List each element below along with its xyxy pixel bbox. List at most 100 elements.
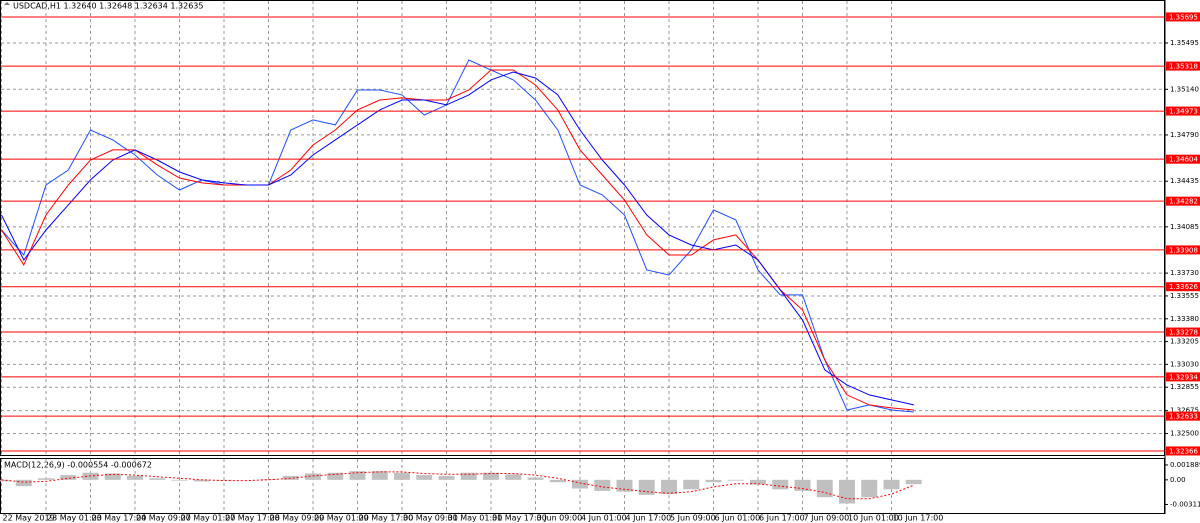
level-label: 1.33626 xyxy=(1169,283,1198,291)
macd-bar xyxy=(127,475,143,480)
macd-bar xyxy=(305,473,321,480)
y-tick-label: 1.33730 xyxy=(1170,269,1199,277)
y-tick-label: 1.33205 xyxy=(1170,338,1199,346)
macd-bar xyxy=(727,479,744,481)
y-tick-label: 1.32675 xyxy=(1170,407,1199,415)
macd-bar xyxy=(371,471,388,480)
x-tick-label: 23 May 17:00 xyxy=(92,514,147,523)
level-badge xyxy=(1166,327,1200,337)
x-tick-label: 6 Jun 01:00 xyxy=(715,514,761,523)
macd-bar xyxy=(661,479,677,495)
level-badge xyxy=(1166,245,1200,255)
x-tick-label: 23 May 01:00 xyxy=(47,514,102,523)
macd-bar xyxy=(171,479,188,481)
macd-bar xyxy=(549,479,566,483)
x-tick-label: 31 May 01:00 xyxy=(448,514,503,523)
macd-bar xyxy=(527,477,544,480)
y-tick-label: 0.00 xyxy=(1170,476,1186,484)
x-tick-label: 5 Jun 09:00 xyxy=(670,514,716,523)
level-label: 1.34604 xyxy=(1169,156,1198,164)
x-tick-label: 4 Jun 17:00 xyxy=(626,514,672,523)
macd-bar xyxy=(394,472,410,480)
y-tick-label: 1.32500 xyxy=(1170,429,1199,437)
macd-bar xyxy=(683,479,700,490)
y-tick-label: 1.33555 xyxy=(1170,292,1199,300)
price-line xyxy=(1,59,914,413)
macd-bar xyxy=(905,479,922,485)
y-tick-label: 1.34085 xyxy=(1170,223,1199,231)
macd-bar xyxy=(883,479,900,490)
x-tick-label: 31 May 17:00 xyxy=(492,514,547,523)
level-label: 1.32934 xyxy=(1169,373,1198,381)
level-label: 1.34282 xyxy=(1169,198,1198,206)
x-tick-label: 7 Jun 09:00 xyxy=(804,514,850,523)
x-tick-label: 29 May 01:00 xyxy=(314,514,369,523)
moving-average xyxy=(1,71,914,406)
macd-bar xyxy=(505,474,522,480)
x-tick-label: 24 May 09:00 xyxy=(136,514,191,523)
y-tick-label: -0.003118 xyxy=(1170,500,1200,508)
x-tick-label: 10 Jun 01:00 xyxy=(848,514,899,523)
level-badge xyxy=(1166,446,1200,456)
x-tick-label: 22 May 2019 xyxy=(3,514,55,523)
signal-line xyxy=(1,471,914,500)
x-tick-label: 27 May 01:00 xyxy=(181,514,236,523)
macd-bar xyxy=(594,479,611,491)
y-tick-label: 0.001889 xyxy=(1170,461,1200,469)
level-badge xyxy=(1166,12,1200,22)
x-tick-label: 3 Jun 09:00 xyxy=(537,514,583,523)
symbol-icon xyxy=(4,2,10,5)
level-label: 1.32366 xyxy=(1169,447,1198,455)
level-badge xyxy=(1166,411,1200,421)
level-label: 1.34973 xyxy=(1169,108,1198,116)
x-tick-label: 29 May 17:00 xyxy=(359,514,414,523)
level-badge xyxy=(1166,106,1200,116)
level-label: 1.35695 xyxy=(1169,13,1198,21)
macd-bar xyxy=(794,479,811,491)
macd-bar xyxy=(861,479,878,498)
macd-title: MACD(12,26,9) -0.000554 -0.000672 xyxy=(4,461,152,470)
x-tick-label: 6 Jun 17:00 xyxy=(759,514,805,523)
level-label: 1.33908 xyxy=(1169,246,1198,254)
macd-bar xyxy=(193,479,210,482)
y-tick-label: 1.35140 xyxy=(1170,85,1199,93)
macd-bar xyxy=(839,479,855,504)
macd-bar xyxy=(416,475,433,480)
macd-bar xyxy=(438,475,455,480)
x-tick-label: 10 Jun 17:00 xyxy=(893,514,944,523)
macd-bar xyxy=(705,479,722,483)
macd-bar xyxy=(772,479,789,490)
macd-bar xyxy=(15,479,32,487)
y-tick-label: 1.34435 xyxy=(1170,177,1199,185)
macd-bar xyxy=(327,472,344,480)
macd-bar xyxy=(460,472,477,480)
macd-bar xyxy=(816,479,833,498)
macd-bar xyxy=(60,475,77,480)
macd-bar xyxy=(149,478,166,480)
chart-title: USDCAD,H1 1.32640 1.32648 1.32634 1.3263… xyxy=(13,2,203,11)
y-tick-label: 1.33030 xyxy=(1170,360,1199,368)
level-label: 1.33278 xyxy=(1169,329,1198,337)
macd-bar xyxy=(0,479,10,482)
level-badge xyxy=(1166,372,1200,382)
y-tick-label: 1.34790 xyxy=(1170,131,1199,139)
level-badge xyxy=(1166,196,1200,206)
macd-bar xyxy=(616,479,633,492)
macd-bar xyxy=(38,478,54,480)
level-badge xyxy=(1166,282,1200,292)
macd-bar xyxy=(104,473,121,480)
y-tick-label: 1.35495 xyxy=(1170,39,1199,47)
x-tick-label: 27 May 17:00 xyxy=(225,514,280,523)
macd-bar xyxy=(216,479,232,481)
level-label: 1.32633 xyxy=(1169,413,1198,421)
macd-bar xyxy=(349,471,366,480)
macd-bar xyxy=(282,475,299,480)
level-badge xyxy=(1166,61,1200,71)
macd-bar xyxy=(750,479,766,485)
level-badge xyxy=(1166,154,1200,164)
macd-bar xyxy=(260,479,277,480)
level-label: 1.35318 xyxy=(1169,63,1198,71)
